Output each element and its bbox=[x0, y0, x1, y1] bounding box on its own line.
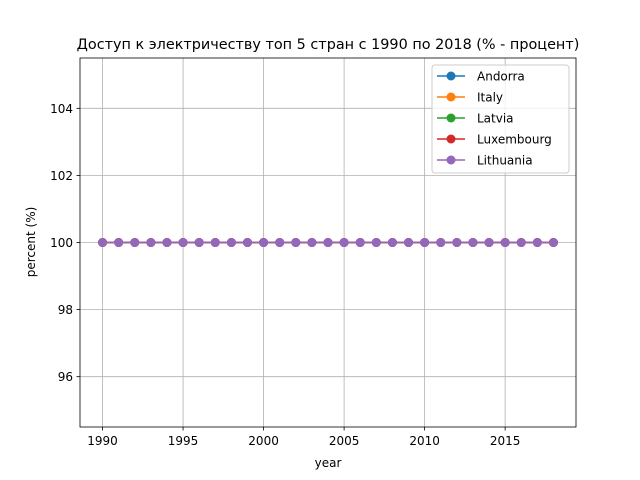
legend-marker-italy bbox=[446, 92, 456, 102]
x-tick-label: 1995 bbox=[168, 434, 199, 448]
chart-title: Доступ к электричеству топ 5 стран с 199… bbox=[77, 37, 580, 53]
legend-marker-latvia bbox=[446, 113, 456, 123]
data-point-lithuania bbox=[242, 238, 252, 247]
data-point-lithuania bbox=[404, 238, 414, 247]
data-point-lithuania bbox=[259, 238, 269, 247]
data-point-lithuania bbox=[387, 238, 397, 247]
data-point-lithuania bbox=[98, 238, 108, 247]
data-point-lithuania bbox=[355, 238, 365, 247]
series-lithuania bbox=[98, 238, 558, 247]
data-point-lithuania bbox=[516, 238, 526, 247]
y-tick-label: 104 bbox=[50, 102, 73, 116]
legend-label-italy: Italy bbox=[477, 91, 503, 105]
x-tick-label: 2005 bbox=[329, 434, 360, 448]
data-point-lithuania bbox=[178, 238, 188, 247]
legend-box bbox=[431, 64, 570, 174]
data-point-lithuania bbox=[291, 238, 301, 247]
y-tick-label: 100 bbox=[50, 236, 73, 250]
legend-item-andorra: Andorra bbox=[437, 70, 525, 84]
legend-label-latvia: Latvia bbox=[477, 112, 514, 126]
legend-item-lithuania: Lithuania bbox=[437, 154, 533, 168]
legend-item-luxembourg: Luxembourg bbox=[437, 133, 552, 147]
data-point-lithuania bbox=[210, 238, 220, 247]
data-point-lithuania bbox=[436, 238, 446, 247]
data-point-lithuania bbox=[500, 238, 510, 247]
data-point-lithuania bbox=[371, 238, 381, 247]
y-tick-label: 102 bbox=[50, 169, 73, 183]
y-tick-label: 96 bbox=[58, 370, 73, 384]
data-point-lithuania bbox=[468, 238, 478, 247]
data-point-lithuania bbox=[420, 238, 430, 247]
legend-marker-andorra bbox=[446, 71, 456, 81]
legend-label-luxembourg: Luxembourg bbox=[477, 133, 552, 147]
data-point-lithuania bbox=[548, 238, 558, 247]
legend-label-lithuania: Lithuania bbox=[477, 154, 533, 168]
data-point-lithuania bbox=[162, 238, 172, 247]
data-point-lithuania bbox=[339, 238, 349, 247]
x-tick-label: 2000 bbox=[248, 434, 279, 448]
data-point-lithuania bbox=[452, 238, 462, 247]
data-point-lithuania bbox=[484, 238, 494, 247]
data-point-lithuania bbox=[146, 238, 156, 247]
data-point-lithuania bbox=[275, 238, 285, 247]
legend-label-andorra: Andorra bbox=[477, 70, 525, 84]
y-axis-label: percent (%) bbox=[24, 207, 38, 278]
legend: Andorra Italy Latvia Luxembourg Lithuania bbox=[431, 64, 570, 174]
data-point-lithuania bbox=[194, 238, 204, 247]
x-axis-label: year bbox=[315, 456, 342, 470]
x-tick-label: 1990 bbox=[87, 434, 118, 448]
data-point-lithuania bbox=[226, 238, 236, 247]
legend-marker-lithuania bbox=[446, 155, 456, 165]
data-point-lithuania bbox=[130, 238, 140, 247]
legend-item-latvia: Latvia bbox=[437, 112, 514, 126]
data-point-lithuania bbox=[323, 238, 333, 247]
x-tick-label: 2010 bbox=[409, 434, 440, 448]
legend-marker-luxembourg bbox=[446, 134, 456, 144]
data-point-lithuania bbox=[114, 238, 124, 247]
data-point-lithuania bbox=[307, 238, 317, 247]
legend-item-italy: Italy bbox=[437, 91, 503, 105]
x-tick-label: 2015 bbox=[490, 434, 521, 448]
y-tick-label: 98 bbox=[58, 303, 73, 317]
data-point-lithuania bbox=[532, 238, 542, 247]
